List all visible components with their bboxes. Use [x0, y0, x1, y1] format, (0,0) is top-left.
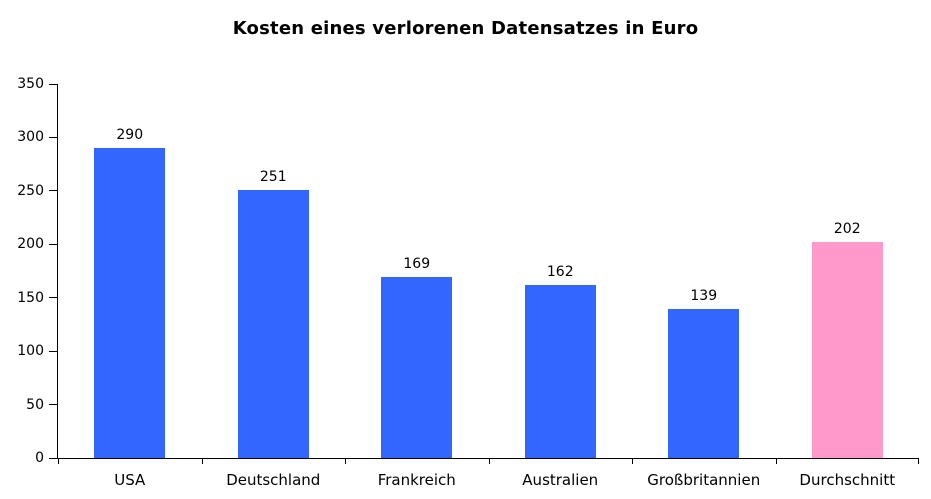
y-tick-label: 300 — [17, 129, 44, 146]
chart-title: Kosten eines verlorenen Datensatzes in E… — [232, 18, 699, 39]
x-axis-tick — [345, 458, 346, 464]
y-tick-label: 150 — [17, 289, 44, 306]
y-tick-label: 0 — [35, 450, 44, 466]
bar-frankreich — [381, 277, 453, 458]
y-axis-tick — [49, 297, 57, 299]
bar-value-label: 162 — [546, 263, 574, 280]
bar-australien — [524, 284, 596, 458]
y-axis-tick — [49, 83, 57, 85]
bar-value-label: 139 — [690, 288, 718, 305]
x-axis-tick — [488, 458, 490, 464]
x-axis-label: Großbritannien — [647, 471, 761, 489]
bar-gro-britannien — [668, 309, 740, 458]
y-axis-tick — [49, 457, 57, 459]
x-axis-label: Frankreich — [377, 471, 456, 489]
y-tick-label: 350 — [17, 76, 44, 92]
y-axis-tick — [49, 243, 57, 245]
bar-value-label: 251 — [259, 168, 287, 185]
bar-usa — [94, 148, 166, 458]
y-axis-tick — [49, 190, 57, 192]
x-axis-label: Australien — [522, 471, 599, 489]
x-axis-label: Deutschland — [226, 471, 321, 489]
x-axis-label: Durchschnitt — [799, 471, 896, 489]
x-axis-tick — [201, 458, 203, 464]
y-tick-label: 50 — [26, 396, 44, 413]
y-tick-label: 100 — [17, 343, 44, 360]
x-axis-tick — [918, 458, 919, 464]
x-axis-tick — [58, 458, 59, 464]
y-axis-tick — [49, 350, 57, 352]
bar-value-label: 290 — [116, 127, 144, 144]
bar-value-label: 202 — [833, 221, 861, 238]
y-tick-label: 250 — [17, 182, 44, 199]
bar-durchschnitt — [811, 242, 883, 458]
y-tick-label: 200 — [17, 236, 44, 253]
x-axis-tick — [775, 458, 777, 464]
bar-value-label: 169 — [403, 256, 431, 273]
y-axis-tick — [49, 404, 57, 406]
y-axis-tick — [49, 136, 57, 138]
x-axis-label: USA — [114, 471, 146, 489]
plot-area: 0 50 100 150 200 250 300 350 290 USA 251 Deutschlan… — [17, 76, 919, 489]
x-axis-tick — [632, 458, 633, 464]
bar-deutschland — [237, 189, 309, 458]
